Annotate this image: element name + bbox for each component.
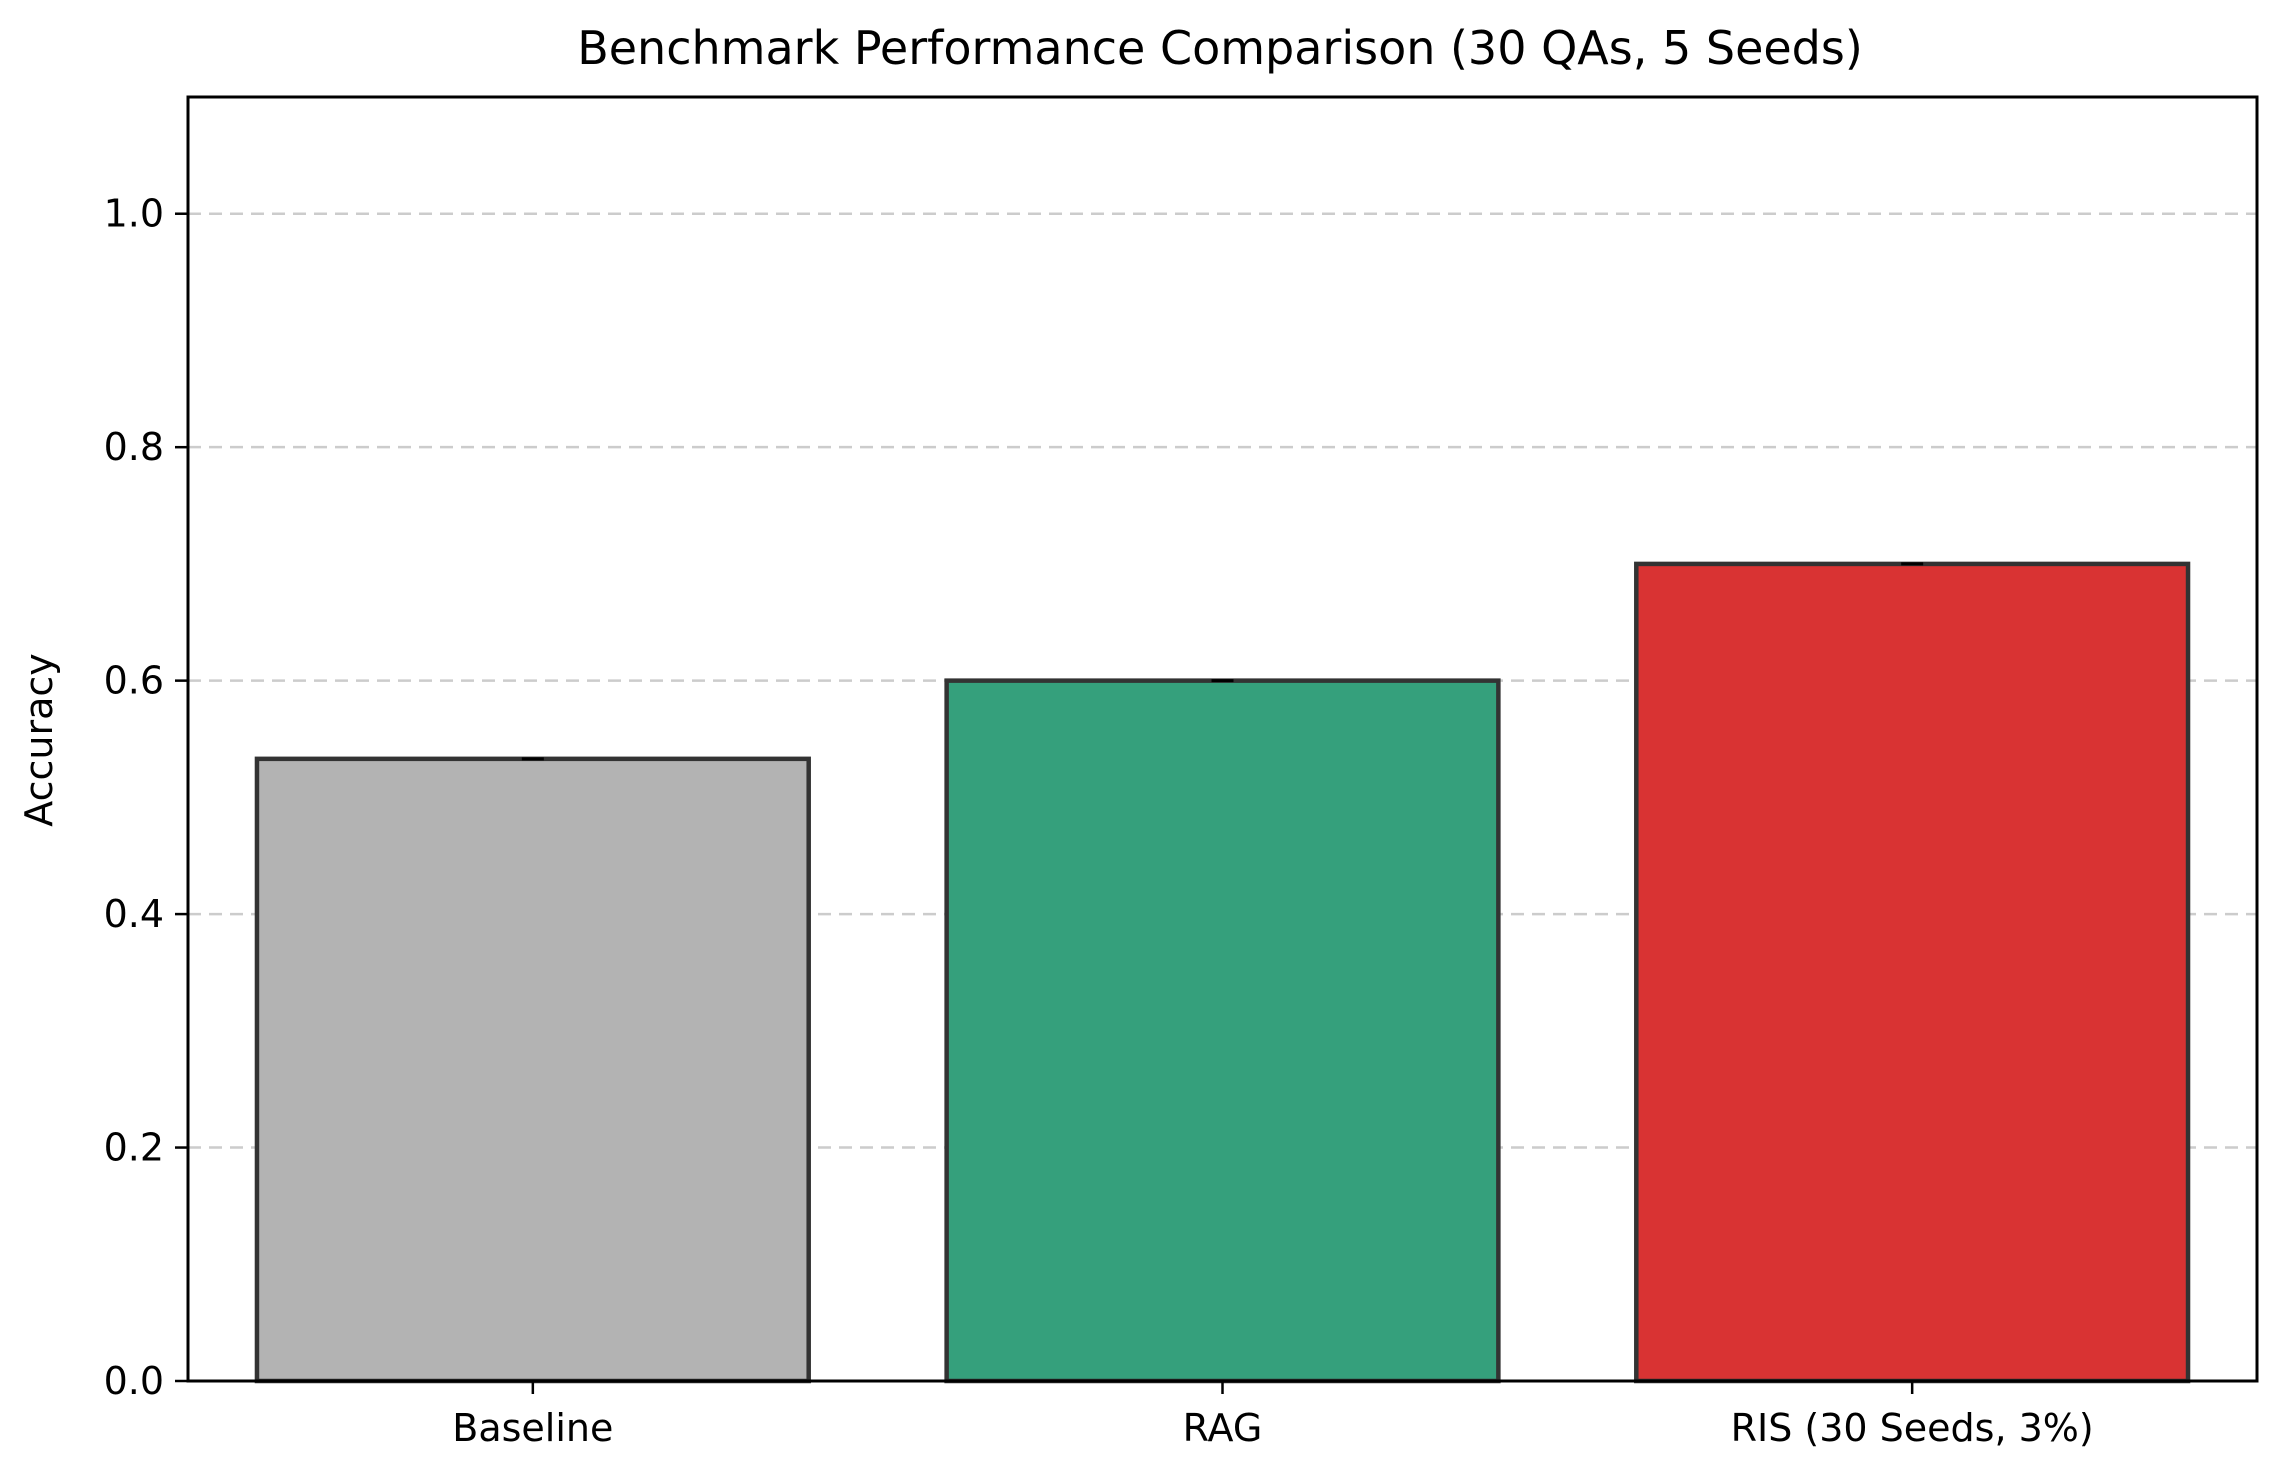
bar-2: [1634, 561, 2191, 1384]
x-tick-label-1: RAG: [1183, 1406, 1263, 1450]
bar-1: [944, 678, 1501, 1384]
x-tick-label-2: RIS (30 Seeds, 3%): [1731, 1406, 2094, 1450]
y-tick-label-2: 0.4: [104, 892, 164, 936]
y-tick-label-5: 1.0: [104, 192, 164, 236]
y-tick-label-4: 0.8: [104, 425, 164, 469]
y-tick-label-3: 0.6: [104, 659, 164, 703]
bars: [254, 561, 2191, 1384]
chart-title: Benchmark Performance Comparison (30 QAs…: [577, 21, 1863, 75]
y-axis-label: Accuracy: [17, 653, 61, 827]
bar-0: [254, 756, 811, 1384]
x-tick-label-0: Baseline: [452, 1406, 613, 1450]
y-tick-label-0: 0.0: [104, 1359, 164, 1403]
axes: 0.0 0.2 0.4 0.6 0.8 1.0 Baseline RAG RIS (30 See…: [104, 192, 2094, 1450]
y-tick-label-1: 0.2: [104, 1126, 164, 1170]
